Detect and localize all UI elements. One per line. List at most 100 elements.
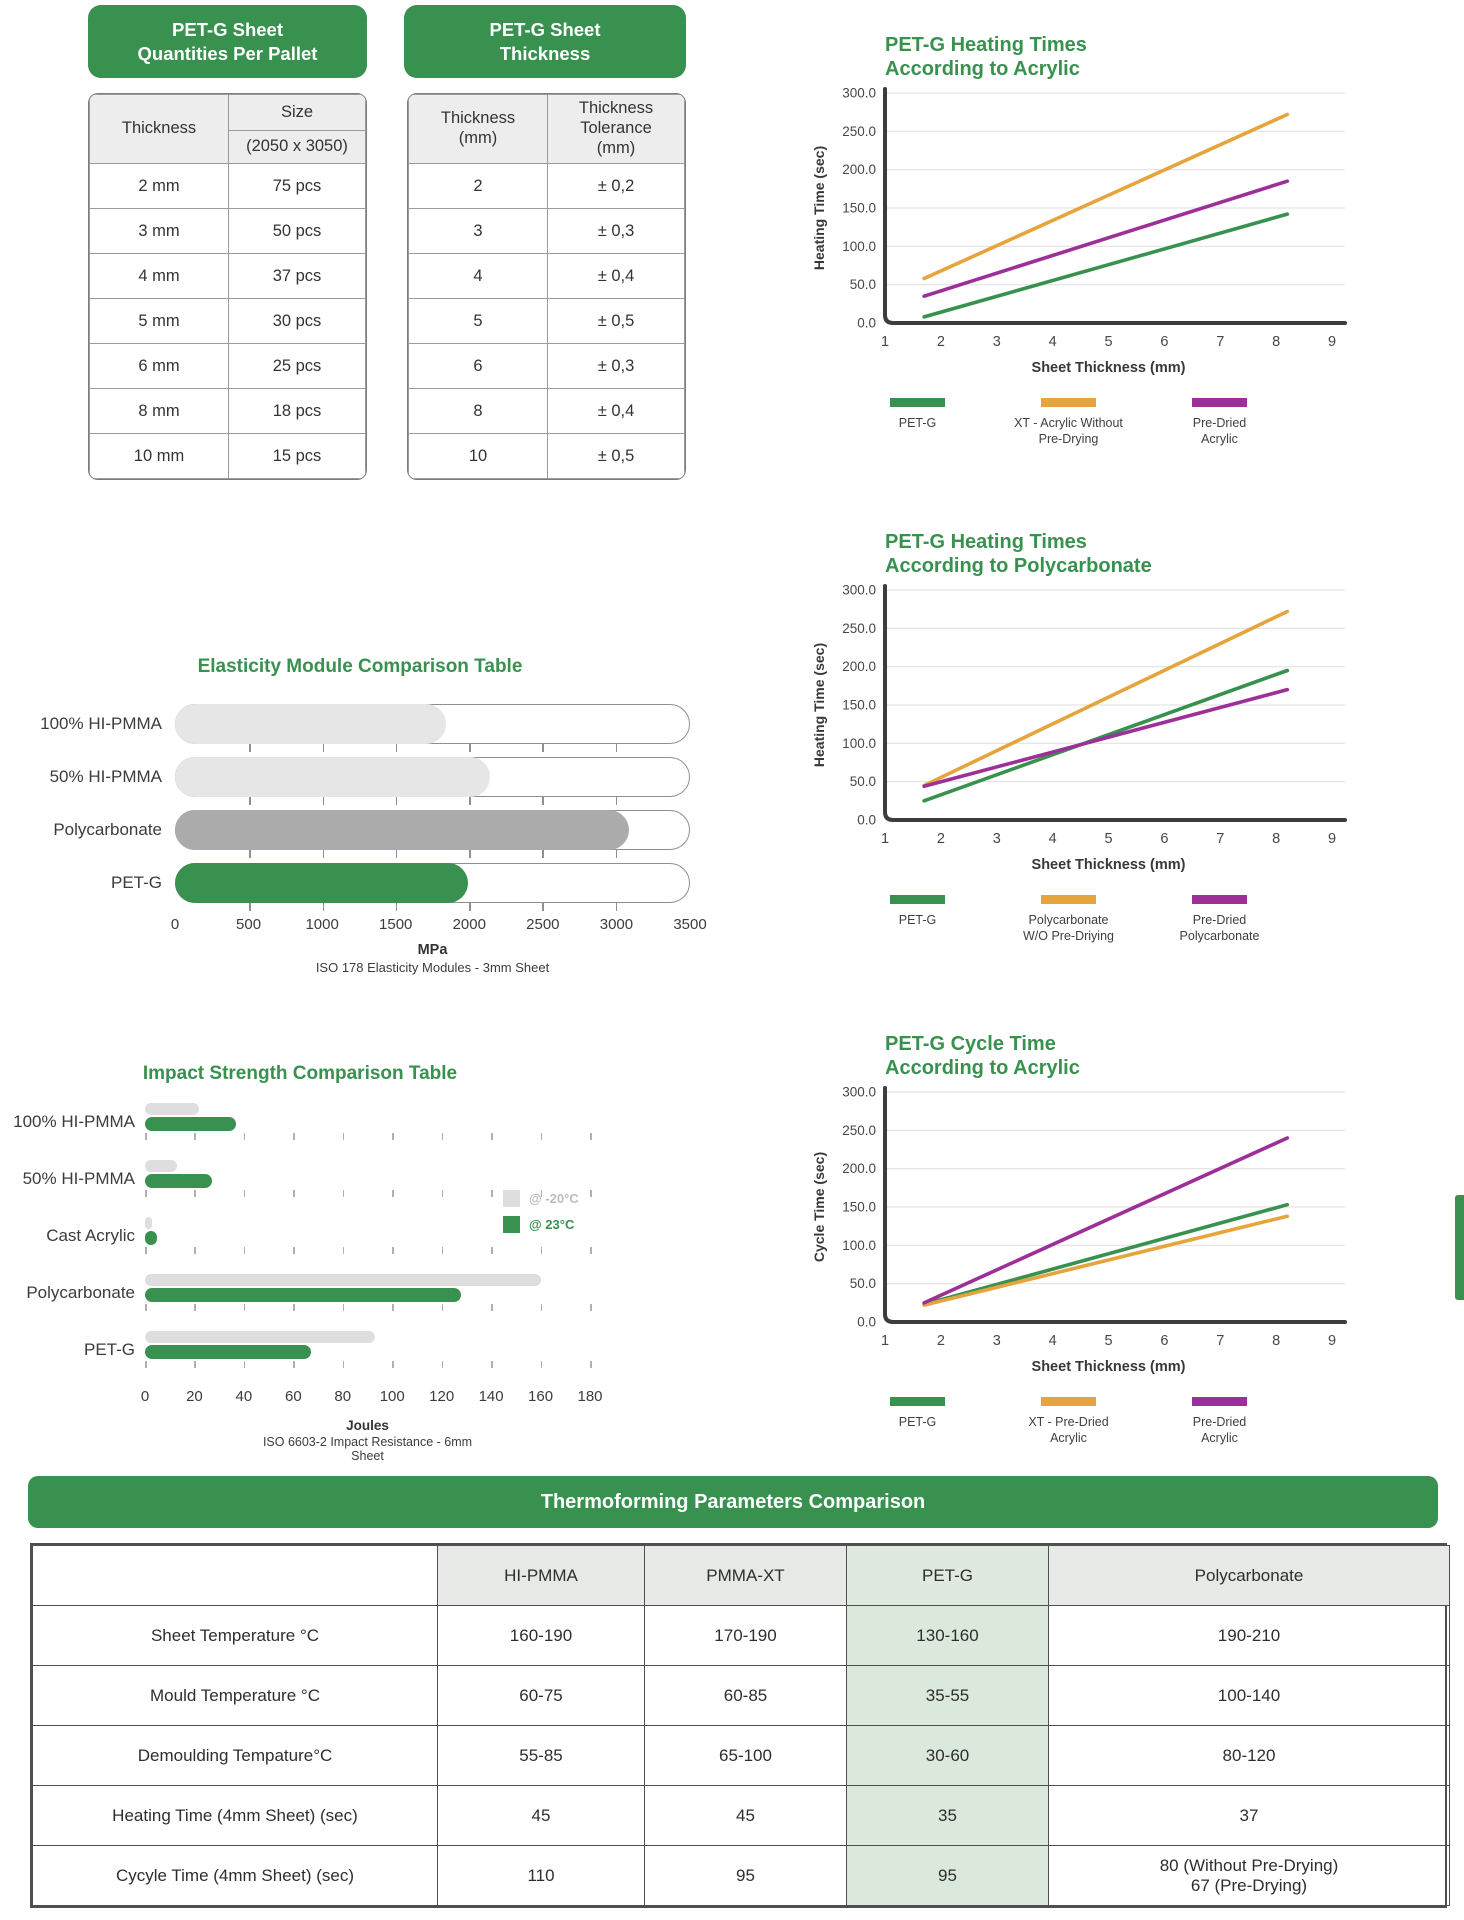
series-line-Pre-Dried [922, 1136, 1290, 1305]
bar-row: PET-G [30, 863, 690, 911]
y-tick-label: 0.0 [857, 813, 876, 828]
legend-swatch [890, 398, 945, 407]
thickness-row: 6 ± 0,3 [408, 343, 685, 389]
thickness-row: 3 ± 0,3 [408, 208, 685, 254]
x-axis-label: Sheet Thickness (mm) [1032, 360, 1186, 376]
cell: 8 mm [89, 388, 229, 434]
axis-tick-label: 2500 [526, 916, 560, 933]
axis-tick [145, 1190, 147, 1197]
axis-tick [249, 744, 251, 752]
y-tick-label: 0.0 [857, 316, 876, 331]
cell: 8 [408, 388, 548, 434]
axis-tick [469, 903, 471, 911]
bar-row: Polycarbonate [10, 1274, 592, 1312]
axis-tick-label: 1000 [305, 916, 339, 933]
impact-chart: Impact Strength Comparison Table 100% HI-… [10, 1062, 602, 1463]
cell: 18 pcs [228, 388, 366, 434]
y-tick-label: 300.0 [842, 1085, 876, 1100]
axis-tick [590, 1133, 592, 1140]
cell: 15 pcs [228, 433, 366, 479]
heating-polycarbonate-plot: 0.0 50.0 100.0 150.0 200.0 250.0 300.0 1 2 3 4 5 6 7 8… [811, 583, 1347, 873]
legend-swatch [503, 1190, 520, 1207]
cycle-acrylic-plot: 0.0 50.0 100.0 150.0 200.0 250.0 300.0 1 2 3 4 5 6 7 8… [811, 1085, 1347, 1375]
axis-tick [615, 744, 618, 752]
series-line-Pre-Dried [922, 687, 1290, 789]
axis-tick [540, 1304, 543, 1311]
cell: 3 [408, 208, 548, 254]
y-tick-label: 100.0 [842, 1238, 876, 1253]
column-header: Polycarbonate [1048, 1545, 1450, 1606]
legend-swatch [1041, 1397, 1096, 1406]
series-line-XT - Acrylic Without [922, 112, 1290, 281]
bar-23 [145, 1288, 462, 1302]
cell: 50 pcs [228, 208, 366, 254]
column-header: HI-PMMA [437, 1545, 645, 1606]
bar-23 [145, 1117, 237, 1131]
x-tick-label: 9 [1328, 334, 1336, 350]
legend-swatch [1192, 1397, 1247, 1406]
tick-row [145, 1247, 592, 1255]
axis-tick [342, 1304, 345, 1311]
axis-tick-label: 3000 [599, 916, 634, 933]
bar-row: Polycarbonate [30, 810, 690, 858]
x-tick-label: 3 [993, 831, 1001, 847]
heating-acrylic-plot: 0.0 50.0 100.0 150.0 200.0 250.0 300.0 1 2 3 4 5 6 7 8… [811, 86, 1347, 376]
pallet-row: 6 mm 25 pcs [89, 343, 366, 389]
tick-row [145, 1190, 592, 1198]
x-axis-label: Sheet Thickness (mm) [1032, 857, 1186, 873]
cell: ± 0,5 [547, 433, 685, 479]
row-label: Cycyle Time (4mm Sheet) (sec) [32, 1845, 438, 1906]
axis-tick [194, 1361, 196, 1368]
thickness-col-thickness: Thickness (mm) [408, 94, 548, 164]
axis-tick [249, 850, 251, 858]
legend-swatch [1041, 895, 1096, 904]
cell: 30 pcs [228, 298, 366, 344]
axis-tick [145, 1361, 147, 1368]
elasticity-x-label: MPa [417, 942, 448, 958]
axis-tick [615, 797, 618, 805]
pallet-col-thickness: Thickness [89, 94, 229, 164]
bar-23 [145, 1174, 212, 1188]
axis-tick [491, 1247, 493, 1254]
axis-tick [540, 1133, 543, 1140]
x-tick-label: 6 [1160, 831, 1168, 847]
axis-tick-label: 100 [379, 1388, 405, 1405]
y-tick-label: 100.0 [842, 239, 876, 254]
legend-label: @ 23°C [529, 1217, 575, 1232]
cell: 37 [1048, 1785, 1450, 1846]
axis-tick [293, 1133, 295, 1140]
legend-label: PET-G [898, 1415, 937, 1429]
y-tick-label: 200.0 [842, 162, 876, 177]
legend-swatch [1192, 398, 1247, 407]
y-tick-label: 250.0 [842, 621, 876, 636]
cell: 4 [408, 253, 548, 299]
axis-tick [249, 903, 251, 911]
series-line-PET-G [922, 212, 1290, 319]
axis-tick [491, 1190, 493, 1197]
heating-acrylic-title: PET-G Heating Times According to Acrylic [885, 34, 1087, 80]
axis-tick [342, 1133, 345, 1140]
impact-rows: 100% HI-PMMA 50% HI-PMMA Cast Acrylic Polyc… [10, 1103, 592, 1369]
x-tick-label: 7 [1216, 334, 1224, 350]
bar-group [145, 1103, 592, 1141]
axis-tick [322, 744, 325, 752]
header-row: HI-PMMA PMMA-XT PET-G Polycarbonate [32, 1545, 1450, 1606]
bar-track [175, 704, 690, 752]
row-label: Demoulding Tempature°C [32, 1725, 438, 1786]
heating-acrylic-legend: PET-G XT - Acrylic Without Pre-Drying Pre-… [850, 398, 1400, 448]
legend-item: Pre-Dried Acrylic [1152, 398, 1287, 448]
y-tick-label: 150.0 [842, 698, 876, 713]
y-tick-label: 300.0 [842, 86, 876, 101]
cell: 60-85 [644, 1665, 847, 1726]
cell: 45 [644, 1785, 847, 1846]
elasticity-axis: 0 500 1000 1500 2000 2500 3000 3500 [171, 916, 707, 938]
thickness-row: 8 ± 0,4 [408, 388, 685, 434]
cell: 2 mm [89, 163, 229, 209]
axis-tick [542, 850, 544, 858]
legend-item: Pre-Dried Polycarbonate [1152, 895, 1287, 945]
legend-item: PET-G [850, 398, 985, 448]
legend-label: XT - Pre-Dried Acrylic [1028, 1415, 1109, 1446]
bar-row: 100% HI-PMMA [30, 704, 690, 752]
heating-polycarbonate-chart: PET-G Heating Times According to Polycar… [800, 530, 1400, 945]
x-tick-label: 4 [1049, 831, 1057, 847]
